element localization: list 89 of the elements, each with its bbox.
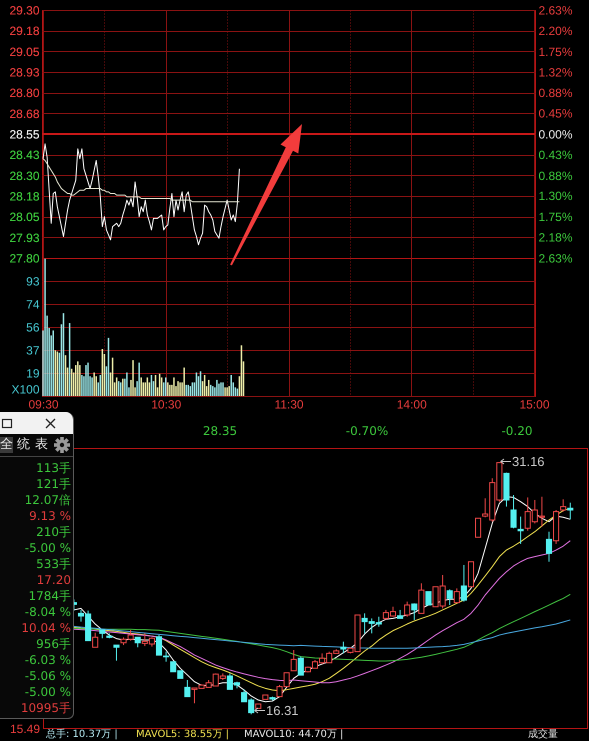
y2-tick-label: 1.75%: [538, 44, 573, 59]
annotation: 10.04 %: [21, 621, 71, 635]
y-tick-label: 28.68: [9, 106, 40, 121]
text: 全: [0, 437, 13, 453]
y-tick-label: 28.05: [9, 210, 40, 224]
annotation: 9.13 %: [29, 509, 71, 523]
candlestick: [298, 656, 304, 676]
candlestick: [163, 651, 170, 662]
x-tick-label: 14:00: [396, 398, 428, 412]
annotation: -8.04 %: [24, 605, 71, 619]
y-tick-label: 28.93: [9, 66, 40, 80]
x-tick-label: 15:00: [519, 398, 550, 412]
line-series: [42, 143, 240, 246]
annotation: 113手: [36, 461, 71, 475]
line-series: [42, 158, 240, 202]
candlestick: [290, 649, 297, 672]
text: 表: [35, 437, 48, 453]
y2-tick-label: 0.45%: [538, 106, 573, 120]
annotation: 10995手: [20, 701, 71, 715]
y-tick-label: X100: [11, 382, 40, 396]
candlestick: [156, 634, 162, 656]
annotation: 12.07倍: [24, 493, 71, 507]
y-tick-label: 28.30: [9, 168, 40, 183]
text: MAVOL10: 44.70万 |: [244, 729, 344, 740]
y-tick-label: 27.93: [9, 230, 40, 245]
y2-tick-label: 1.75%: [538, 210, 573, 224]
candlestick: [510, 494, 517, 529]
annotation: 210手: [36, 525, 71, 539]
candlestick: [546, 531, 552, 562]
y-tick-label: 27.80: [9, 252, 40, 266]
text: 总手: 10.37万 |: [46, 729, 118, 740]
y-tick-label: 19: [26, 366, 40, 380]
text: -0.70%: [346, 424, 388, 438]
candlestick: [404, 601, 410, 618]
x-tick-label: 11:30: [274, 398, 304, 412]
y-tick-label: 93: [26, 274, 40, 288]
candlestick: [92, 632, 98, 648]
text: 28.35: [202, 424, 238, 438]
annotation: 17.20: [36, 573, 71, 587]
candlestick: [113, 644, 120, 662]
candlestick: [560, 498, 566, 512]
text: MAVOL5: 38.55万 |: [136, 729, 230, 740]
y-tick-label: 74: [26, 298, 40, 312]
y2-tick-label: 1.32%: [538, 65, 573, 80]
candlestick: [475, 518, 482, 538]
candlestick: [134, 636, 141, 648]
candlestick: [460, 564, 467, 602]
annotation: -6.03 %: [24, 653, 71, 667]
annotation: 533手: [36, 557, 71, 571]
annotation: -5.06 %: [24, 669, 71, 683]
y-tick-label: 29.30: [9, 4, 40, 18]
y2-tick-label: 2.63%: [538, 252, 573, 266]
text: -0.20: [501, 424, 533, 438]
x-tick-label: 10:30: [151, 398, 182, 412]
text: 统: [17, 437, 30, 453]
annotation: 121手: [36, 477, 71, 491]
y2-tick-label: 2.18%: [538, 230, 573, 244]
y2-tick-label: 2.63%: [538, 4, 573, 18]
candlestick: [425, 591, 432, 606]
candlestick: [418, 582, 424, 614]
y-tick-label: 28.18: [9, 190, 40, 204]
candlestick: [184, 680, 190, 698]
annotation: 31.16: [512, 454, 545, 469]
y-tick-label: 29.18: [9, 24, 40, 38]
annotation: 1784手: [28, 589, 71, 603]
annotation: 956手: [36, 637, 71, 651]
y-tick-label: 56: [26, 320, 40, 334]
y-tick-label: 28.55: [9, 128, 40, 142]
annotation: -5.00 %: [24, 685, 71, 699]
candlestick: [411, 602, 418, 620]
text: 15.49: [10, 722, 40, 736]
candlestick: [340, 641, 346, 654]
y-tick-label: 28.43: [9, 148, 40, 162]
y-tick-label: 37: [26, 344, 40, 358]
text: 成交量: [528, 729, 558, 740]
y-tick-label: 29.05: [9, 44, 40, 59]
candlestick: [454, 588, 460, 604]
y2-tick-label: 2.20%: [538, 24, 573, 38]
x-tick-label: 09:30: [28, 398, 59, 412]
y2-tick-label: 0.43%: [538, 148, 573, 162]
y2-tick-label: 0.00%: [538, 128, 573, 142]
candlestick: [567, 502, 574, 520]
y2-tick-label: 0.88%: [538, 168, 573, 183]
candlestick: [446, 588, 453, 606]
annotation: -5.00 %: [24, 541, 71, 555]
annotation: 16.31: [266, 703, 299, 718]
y-tick-label: 28.80: [9, 86, 40, 100]
y2-tick-label: 1.30%: [538, 188, 573, 203]
y2-tick-label: 0.88%: [538, 86, 573, 100]
